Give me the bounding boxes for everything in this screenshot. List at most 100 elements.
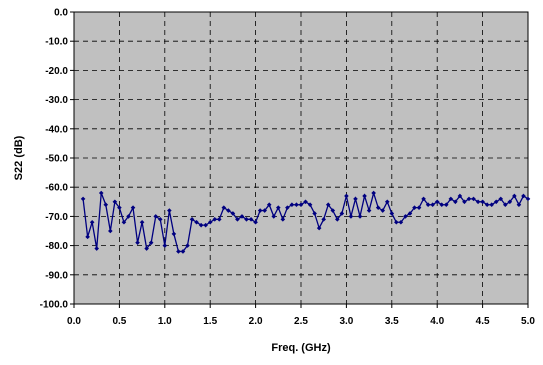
data-point — [316, 225, 322, 231]
y-tick-label: -70.0 — [45, 212, 68, 223]
data-point — [216, 217, 222, 222]
data-point — [516, 202, 522, 208]
y-tick-label: -90.0 — [45, 270, 68, 281]
data-point — [80, 196, 86, 202]
data-point — [325, 202, 331, 208]
data-point — [416, 205, 422, 210]
y-tick-label: -60.0 — [45, 183, 68, 194]
x-tick-label: 2.5 — [294, 316, 308, 327]
x-tick-label: 4.5 — [476, 316, 490, 327]
data-point — [307, 202, 313, 208]
data-point — [157, 217, 163, 222]
x-tick-label: 4.0 — [430, 316, 444, 327]
data-point — [371, 190, 376, 196]
data-point — [117, 205, 122, 210]
x-tick-label: 0.5 — [112, 316, 126, 327]
data-point — [525, 196, 531, 202]
data-point — [507, 199, 513, 205]
data-point — [380, 208, 386, 213]
x-axis-title: Freq. (GHz) — [271, 342, 331, 354]
data-point — [330, 208, 336, 213]
data-point — [98, 190, 104, 196]
data-point — [457, 193, 463, 199]
x-tick-label: 3.0 — [339, 316, 353, 327]
data-point — [512, 193, 517, 199]
x-tick-label: 5.0 — [521, 316, 535, 327]
data-point — [167, 208, 172, 213]
data-point — [212, 217, 218, 222]
data-point — [398, 219, 404, 225]
data-point — [475, 199, 481, 205]
data-point — [85, 234, 90, 240]
data-point — [357, 214, 363, 219]
data-point — [484, 202, 490, 208]
grid-lines — [70, 11, 529, 308]
data-point — [344, 193, 349, 199]
data-point — [203, 222, 208, 228]
data-point — [353, 196, 358, 202]
data-point — [89, 219, 95, 225]
data-point — [384, 199, 390, 205]
y-tick-label: -80.0 — [45, 241, 68, 252]
data-point — [189, 217, 195, 222]
data-point — [207, 219, 213, 225]
data-point — [430, 202, 435, 208]
y-tick-label: -50.0 — [45, 154, 68, 165]
data-point — [348, 214, 354, 219]
data-point — [389, 211, 395, 216]
data-point — [153, 214, 159, 219]
data-point — [194, 219, 199, 225]
data-point — [489, 202, 494, 208]
data-point — [239, 214, 245, 219]
data-point — [103, 202, 109, 208]
data-point — [139, 219, 145, 225]
data-point — [466, 196, 472, 202]
data-point — [335, 217, 340, 222]
data-point — [94, 246, 99, 251]
data-point — [521, 193, 526, 199]
data-point — [230, 211, 236, 216]
x-tick-label: 1.5 — [203, 316, 217, 327]
data-point — [135, 240, 140, 245]
x-tick-label: 2.0 — [249, 316, 263, 327]
data-point — [480, 199, 485, 205]
data-point — [108, 228, 113, 234]
data-point — [443, 202, 449, 208]
data-point — [434, 199, 440, 205]
data-point — [285, 205, 290, 210]
data-point — [130, 205, 136, 210]
y-tick-label: 0.0 — [54, 8, 68, 19]
data-point — [425, 202, 431, 208]
y-tick-label: -100.0 — [40, 300, 69, 311]
x-tick-label: 3.5 — [385, 316, 399, 327]
data-point — [271, 214, 277, 219]
data-point — [185, 243, 190, 248]
data-point — [280, 217, 286, 222]
tick-labels: 0.0 0.5 1.0 1.5 2.0 2.5 3.0 3.5 4.0 4.5 5.0 0.0 -10.… — [40, 8, 536, 328]
data-point — [294, 202, 299, 208]
data-point — [471, 196, 476, 202]
y-tick-label: -10.0 — [45, 37, 68, 48]
data-point — [312, 211, 317, 216]
data-point — [303, 199, 308, 205]
data-point — [235, 217, 240, 222]
y-tick-label: -30.0 — [45, 95, 68, 106]
data-point — [339, 211, 345, 216]
data-point — [439, 202, 445, 208]
data-point — [453, 199, 458, 205]
data-point — [366, 208, 372, 213]
x-tick-label: 1.0 — [158, 316, 172, 327]
data-point — [198, 222, 204, 228]
data-point — [375, 205, 381, 210]
data-point — [253, 219, 258, 225]
data-point — [276, 205, 281, 210]
data-point — [394, 219, 399, 225]
data-point — [262, 208, 267, 213]
data-point — [503, 202, 508, 208]
data-point — [121, 219, 127, 225]
data-point — [493, 199, 499, 205]
data-point — [403, 214, 408, 219]
data-point — [407, 211, 413, 216]
data-point — [176, 249, 181, 254]
